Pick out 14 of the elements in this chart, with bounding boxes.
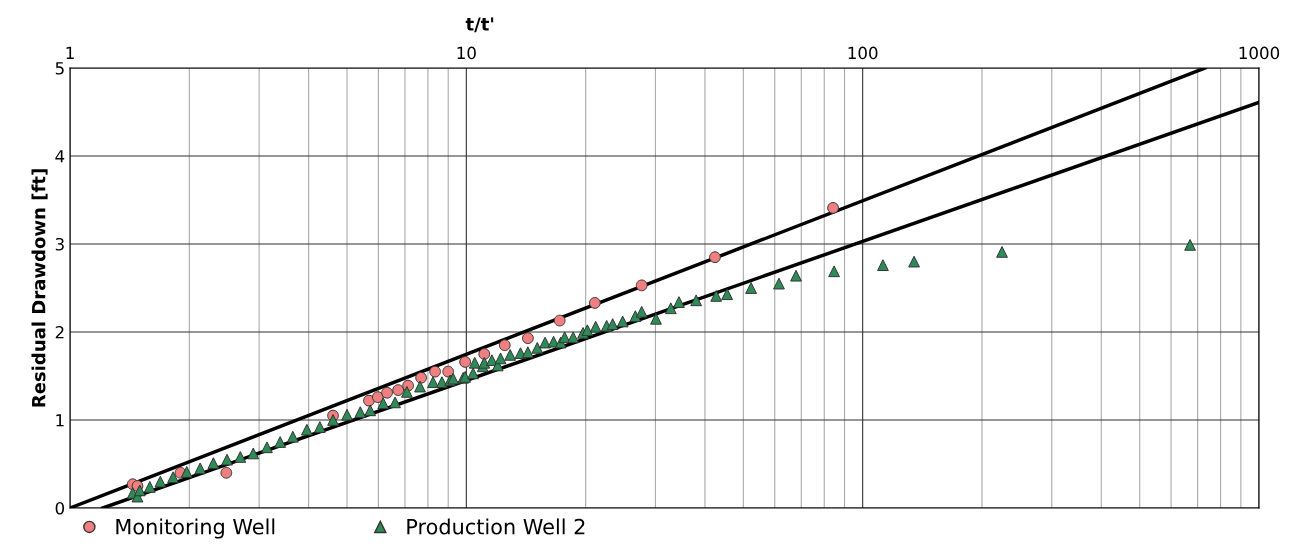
x-tick-label: 100 bbox=[848, 46, 878, 60]
x-tick-label: 1 bbox=[66, 46, 74, 59]
y-tick-label: 2 bbox=[55, 325, 64, 339]
legend-label: Monitoring Well bbox=[116, 518, 275, 539]
legend-label: Production Well 2 bbox=[407, 518, 585, 535]
y-tick-label: 4 bbox=[55, 150, 65, 163]
y-axis-title: Residual Drawdown [ft] bbox=[31, 169, 48, 407]
x-tick-label: 1000 bbox=[1239, 46, 1280, 60]
y-tick-label: 3 bbox=[55, 237, 64, 251]
y-tick-label: 1 bbox=[56, 414, 64, 427]
x-tick-label: 10 bbox=[457, 46, 476, 60]
y-tick-label: 0 bbox=[55, 501, 65, 515]
y-tick-label: 5 bbox=[55, 62, 64, 75]
x-axis-title: t/t' bbox=[465, 17, 494, 33]
